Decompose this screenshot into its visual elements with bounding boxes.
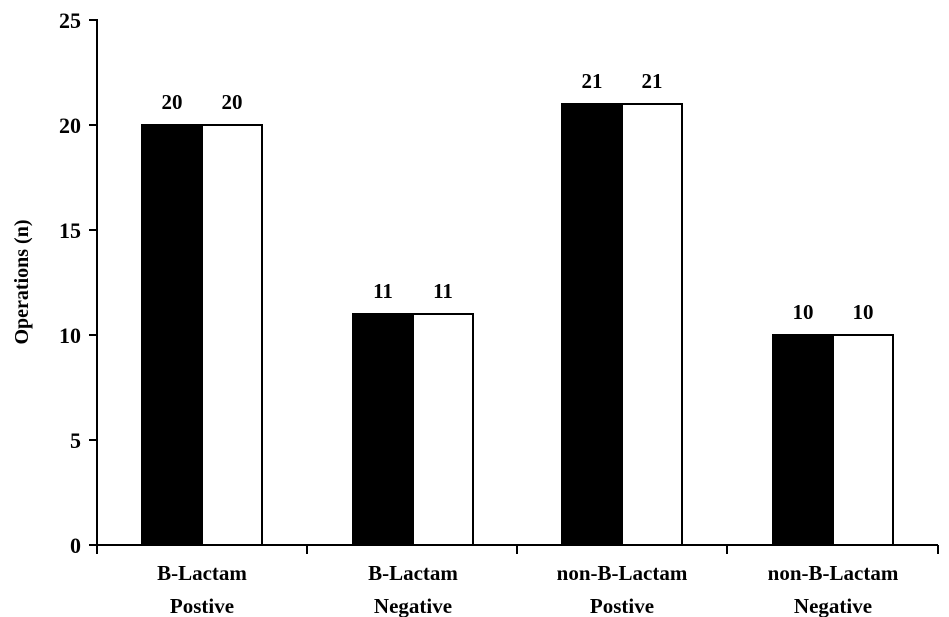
- category-label: Negative: [794, 594, 872, 617]
- y-tick-label: 20: [59, 113, 81, 138]
- bar: [561, 103, 623, 546]
- bar: [772, 334, 834, 546]
- data-label: 10: [793, 300, 814, 324]
- data-label: 10: [853, 300, 874, 324]
- bar: [621, 103, 683, 546]
- y-tick-label: 0: [70, 533, 81, 558]
- bar: [201, 124, 263, 546]
- data-label: 21: [582, 69, 603, 93]
- data-label: 20: [162, 90, 183, 114]
- category-label: Postive: [170, 594, 234, 617]
- bar: [141, 124, 203, 546]
- y-tick-label: 10: [59, 323, 81, 348]
- data-label: 11: [373, 279, 393, 303]
- category-label: non-B-Lactam: [768, 561, 899, 585]
- y-axis-title: Operations (n): [11, 220, 33, 345]
- category-label: Negative: [374, 594, 452, 617]
- labels: 0 5 10 15 20 25 20 11 21 10 20 11 21 10 B-Lactam Postiv…: [59, 8, 899, 617]
- category-label: B-Lactam: [157, 561, 247, 585]
- bar: [832, 334, 894, 546]
- y-tick-label: 15: [59, 218, 81, 243]
- category-label: non-B-Lactam: [557, 561, 688, 585]
- data-label: 21: [642, 69, 663, 93]
- bar: [352, 313, 414, 546]
- y-tick-label: 25: [59, 8, 81, 33]
- data-label: 20: [222, 90, 243, 114]
- bars: [141, 103, 894, 546]
- y-tick-label: 5: [70, 428, 81, 453]
- category-label: Postive: [590, 594, 654, 617]
- bar: [412, 313, 474, 546]
- data-label: 11: [433, 279, 453, 303]
- category-label: B-Lactam: [368, 561, 458, 585]
